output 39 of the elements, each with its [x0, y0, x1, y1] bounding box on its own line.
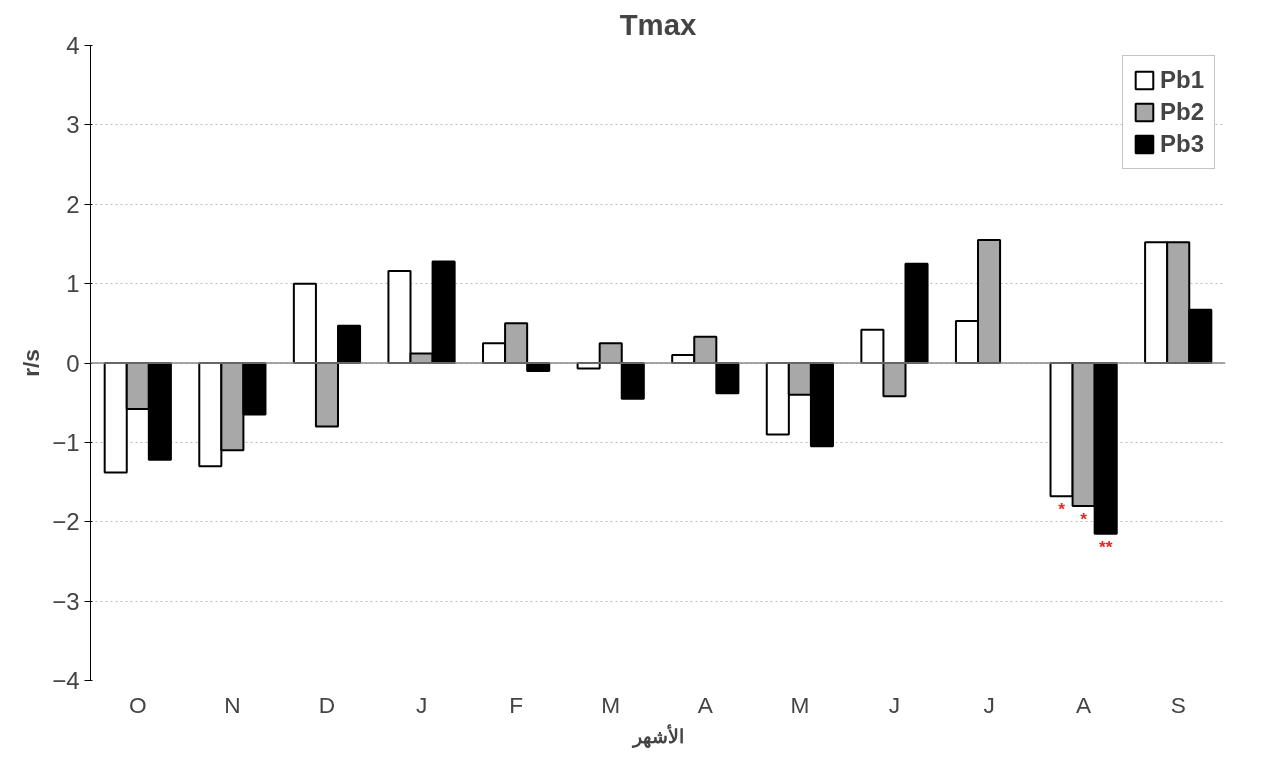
bar	[882, 362, 907, 398]
x-tick-label: O	[128, 691, 147, 718]
x-tick-label: J	[415, 691, 428, 718]
y-tick-label: −1	[52, 428, 80, 456]
legend-label: Pb1	[1159, 66, 1204, 94]
bar	[598, 342, 623, 364]
x-tick-label: A	[1076, 691, 1093, 718]
x-tick-label: M	[790, 691, 810, 718]
y-tick-label: −2	[52, 508, 80, 536]
y-tick-label: 1	[66, 270, 80, 298]
y-tick-label: 0	[66, 349, 80, 377]
legend-label: Pb3	[1159, 130, 1204, 158]
x-tick-label: F	[509, 691, 524, 718]
x-tick-label: S	[1170, 691, 1186, 718]
annotation: **	[1098, 536, 1113, 557]
bar	[715, 362, 740, 395]
bar	[336, 324, 362, 364]
bar	[314, 362, 339, 428]
y-axis-title: r/s	[18, 349, 45, 377]
x-axis-title: الأشهر	[630, 723, 684, 748]
y-tick-label: 4	[66, 32, 80, 59]
bar	[860, 328, 885, 364]
x-tick-label: M	[601, 691, 621, 718]
bar	[620, 362, 645, 400]
bar	[904, 262, 929, 364]
annotation: *	[1058, 499, 1066, 520]
x-tick-label: A	[697, 691, 714, 718]
y-tick-label: 3	[66, 111, 80, 139]
x-tick-label: D	[318, 691, 336, 718]
x-tick-label: J	[983, 691, 995, 718]
x-tick-label: N	[224, 691, 241, 718]
chart-title: Tmax	[619, 7, 697, 41]
bar	[292, 282, 317, 364]
x-tick-label: J	[888, 691, 901, 718]
annotation: *	[1080, 508, 1088, 529]
y-tick-label: 2	[66, 190, 80, 218]
y-tick-label: −4	[52, 667, 80, 694]
y-tick-label: −3	[52, 587, 80, 615]
legend-label: Pb2	[1159, 98, 1204, 126]
